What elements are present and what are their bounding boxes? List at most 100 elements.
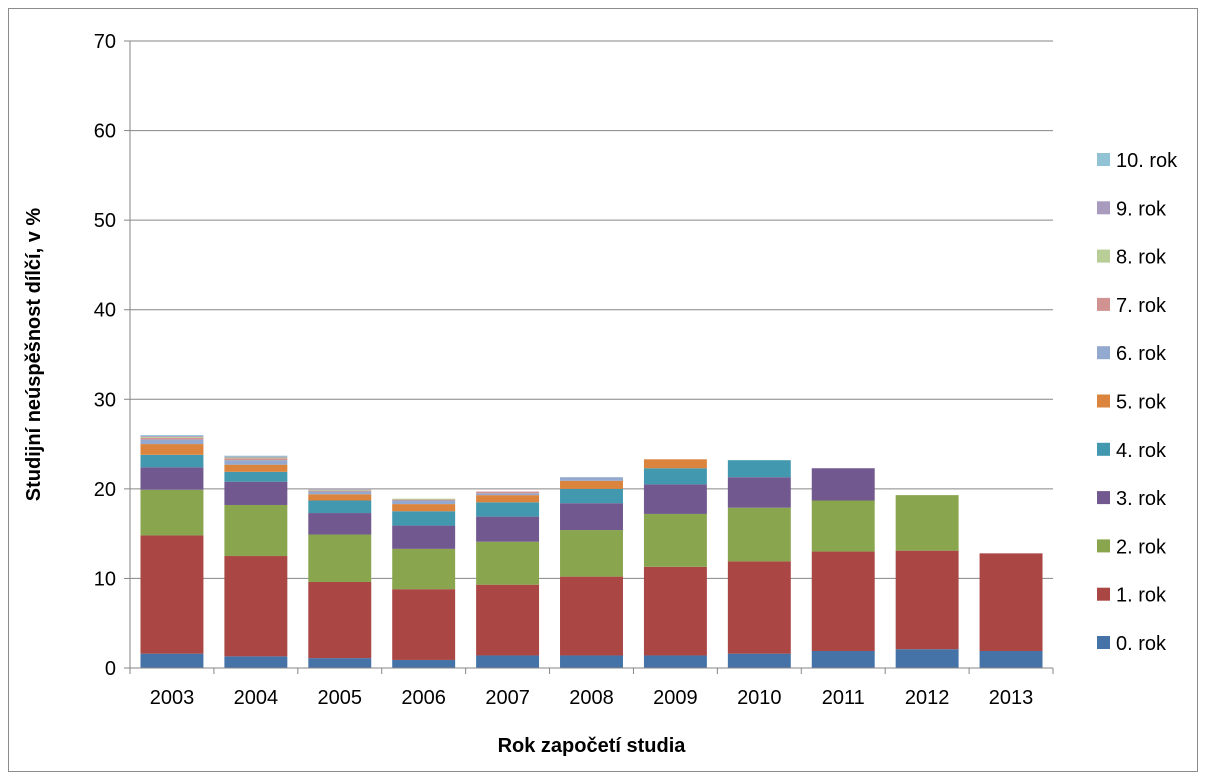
bar-segment	[560, 576, 623, 656]
legend-label: 7. rok	[1116, 295, 1167, 317]
x-tick-label: 2005	[318, 687, 363, 709]
bar-segment	[727, 477, 791, 508]
bar-segment	[308, 489, 372, 491]
bar-segment	[560, 477, 623, 481]
bar-segment	[308, 582, 372, 659]
legend-label: 10. rok	[1116, 150, 1178, 172]
legend-swatch	[1097, 153, 1110, 166]
legend-swatch	[1097, 587, 1110, 601]
legend-label: 8. rok	[1116, 247, 1167, 269]
legend-swatch	[1097, 636, 1110, 649]
x-tick-label: 2010	[737, 687, 782, 709]
y-tick-label: 20	[94, 479, 116, 501]
legend-label: 2. rok	[1116, 536, 1167, 558]
legend-label: 9. rok	[1116, 198, 1167, 220]
bar-segment	[224, 464, 288, 472]
bar-segment	[895, 649, 959, 668]
bar-segment	[140, 489, 204, 536]
bar-segment	[811, 500, 875, 552]
bar-segment	[727, 561, 791, 654]
y-tick-label: 0	[105, 658, 116, 680]
legend-label: 5. rok	[1116, 392, 1167, 414]
x-tick-label: 2007	[485, 687, 530, 709]
bar-segment	[979, 650, 1043, 668]
bar-segment	[140, 436, 204, 437]
y-tick-labels: 0 10 20 30 40 50 60 70	[94, 31, 116, 680]
legend-swatch	[1097, 491, 1110, 505]
y-tick-label: 10	[94, 568, 116, 590]
bar-segment	[560, 530, 623, 577]
legend-swatch	[1097, 297, 1110, 311]
legend-swatch	[1097, 201, 1110, 215]
bar-segment	[392, 548, 456, 590]
bar-segment	[224, 471, 288, 482]
bar-segment	[476, 495, 540, 503]
bar-segment	[811, 551, 875, 651]
bar-segment	[224, 458, 288, 461]
bar-segment	[476, 655, 540, 668]
legend: 10. rok 9. rok 8. rok 7. rok 6. rok 5. rok 4. …	[1097, 150, 1178, 655]
bar-segment	[224, 656, 288, 668]
bar-segment	[476, 584, 540, 656]
y-tick-label: 40	[94, 300, 116, 322]
bar-segment	[140, 435, 204, 437]
x-tick-label: 2009	[653, 687, 698, 709]
axes	[129, 41, 1054, 674]
bar-segment	[727, 507, 791, 562]
bar-segment	[476, 491, 540, 494]
legend-label: 3. rok	[1116, 488, 1167, 510]
bar-segment	[140, 444, 204, 455]
y-axis-title: Studijní neúspěšnost dílčí, v %	[23, 208, 45, 502]
bar-segment	[224, 556, 288, 657]
bar-segment	[224, 455, 288, 457]
bar-segment	[392, 589, 456, 660]
bar-segment	[979, 553, 1043, 651]
y-tick-label: 70	[94, 31, 116, 53]
bar-segment	[392, 499, 456, 501]
bar-segment	[140, 439, 204, 445]
y-tick-label: 30	[94, 389, 116, 411]
bar-segment	[392, 498, 456, 500]
legend-label: 0. rok	[1116, 633, 1167, 655]
bar-segment	[140, 437, 204, 440]
bar-segment	[224, 457, 288, 459]
bar-segment	[560, 503, 623, 531]
bar-segment	[140, 436, 204, 438]
bar-segment	[308, 491, 372, 495]
x-tick-label: 2012	[905, 687, 950, 709]
bar-segment	[643, 566, 707, 656]
x-tick-label: 2003	[150, 687, 195, 709]
legend-swatch	[1097, 442, 1110, 456]
bar-segment	[140, 535, 204, 654]
bar-segment	[560, 655, 623, 668]
legend-swatch	[1097, 346, 1110, 360]
bar-segment	[392, 504, 456, 512]
bar-segment	[643, 468, 707, 485]
bar-segment	[392, 659, 456, 668]
legend-swatch	[1097, 249, 1110, 263]
bar-segment	[140, 454, 204, 468]
bar-segment	[727, 653, 791, 668]
bar-segment	[895, 495, 959, 551]
bar-segment	[811, 650, 875, 668]
x-tick-label: 2011	[822, 687, 865, 709]
x-tick-labels: 2003 2004 2005 2006 2007 2008 2009 2010 2011 2012…	[150, 687, 1034, 709]
bar-segment	[392, 511, 456, 526]
bar-segment	[308, 494, 372, 501]
x-tick-label: 2013	[989, 687, 1034, 709]
x-axis-title: Rok započetí studia	[498, 735, 687, 757]
bar-segment	[560, 480, 623, 489]
bar-segment	[811, 468, 875, 501]
bar-segment	[224, 481, 288, 505]
bar-segment	[140, 467, 204, 490]
y-tick-label: 50	[94, 210, 116, 232]
bar-segment	[308, 500, 372, 514]
bar-segment	[560, 488, 623, 504]
x-tick-label: 2004	[234, 687, 279, 709]
bar-segment	[643, 484, 707, 514]
bar-segment	[895, 550, 959, 650]
bar-segment	[643, 513, 707, 567]
bar-segment	[308, 490, 372, 492]
x-tick-label: 2008	[569, 687, 614, 709]
